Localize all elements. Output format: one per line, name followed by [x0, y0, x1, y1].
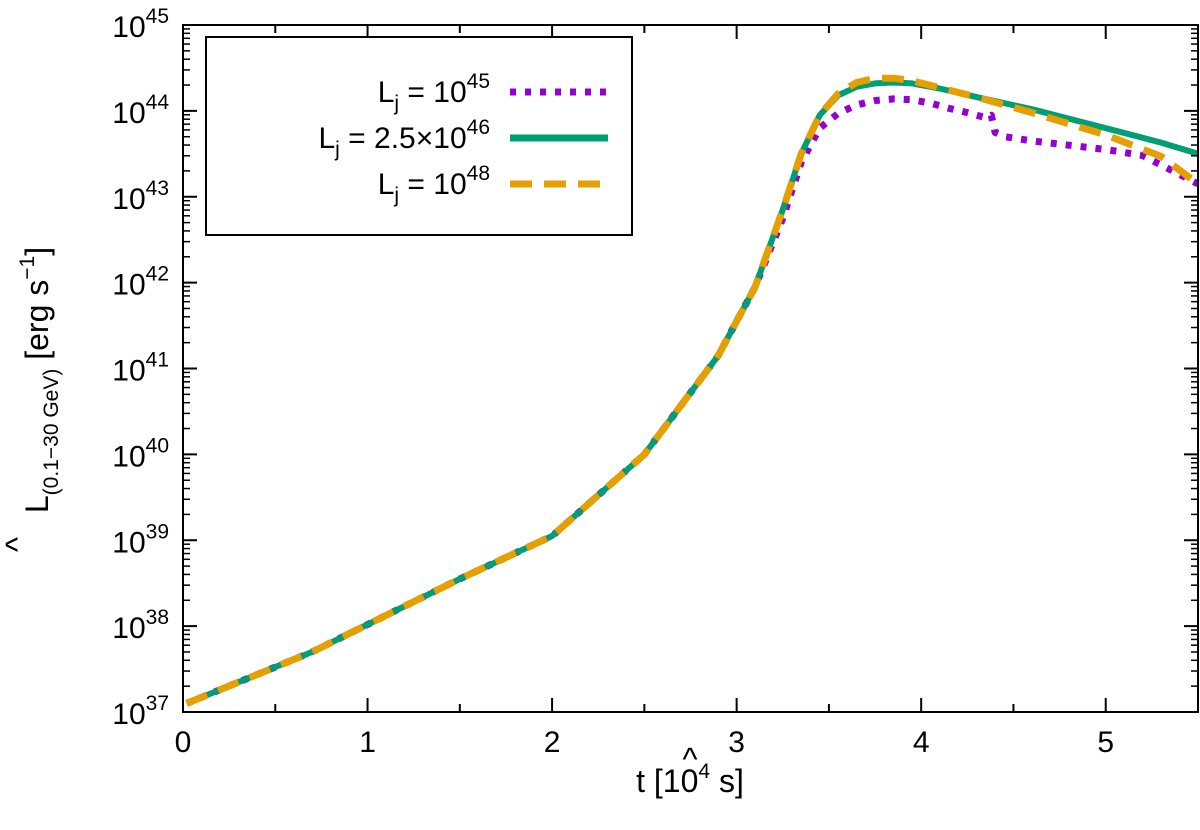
x-tick-label: 1	[359, 726, 376, 759]
legend-label-2: Lj = 2.5×1046	[318, 116, 490, 161]
series-line-1	[185, 95, 1200, 707]
legend-label-1: Lj = 1045	[378, 70, 490, 115]
y-tick-label: 1039	[112, 520, 169, 559]
legend-label-3: Lj = 1048	[378, 162, 490, 207]
series-layer	[185, 74, 1200, 707]
y-tick-label: 1040	[112, 434, 169, 473]
y-axis-label: L(0.1−30 GeV) [erg s−1]	[16, 247, 63, 513]
y-tick-label: 1042	[112, 263, 169, 302]
axes-layer: 0 1 2 3 4 5 1037 1038 1039 1040 1041 1042 1043 1044 10…	[112, 5, 1199, 759]
y-tick-label: 1045	[112, 5, 169, 44]
x-axis-hat: ^	[682, 741, 697, 777]
y-tick-label: 1037	[112, 692, 169, 731]
x-tick-label: 4	[913, 726, 930, 759]
x-tick-label: 2	[544, 726, 561, 759]
x-tick-label: 5	[1097, 726, 1114, 759]
y-tick-label: 1044	[112, 91, 169, 130]
x-axis-label: t [104 s]	[636, 760, 744, 799]
y-axis-label-group: L(0.1−30 GeV) [erg s−1] ^	[0, 247, 63, 552]
y-axis-hat: ^	[0, 537, 35, 552]
y-tick-label: 1038	[112, 606, 169, 645]
y-tick-label: 1041	[112, 349, 169, 388]
x-tick-label: 3	[728, 726, 745, 759]
x-tick-label: 0	[175, 726, 192, 759]
series-line-3	[185, 74, 1200, 707]
y-tick-label: 1043	[112, 177, 169, 216]
axis-labels: ^t [104 s]L(0.1−30 GeV) [erg s−1]^	[0, 247, 744, 799]
